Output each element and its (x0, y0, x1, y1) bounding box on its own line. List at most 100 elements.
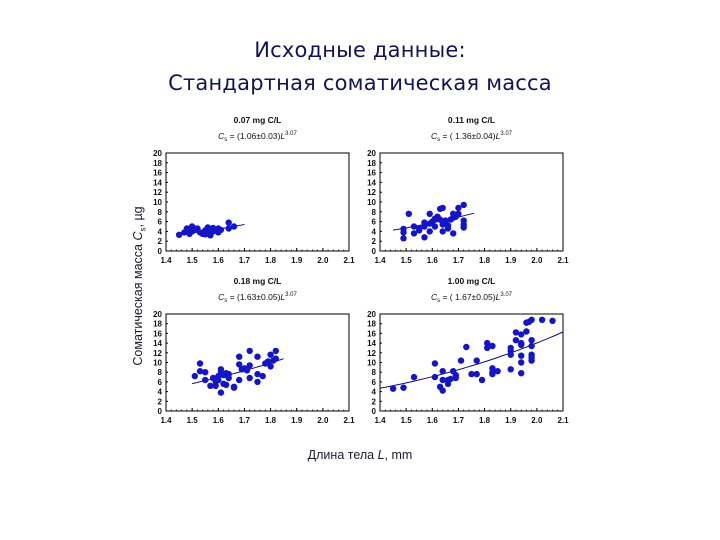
y-tick-label: 0 (372, 247, 377, 256)
x-tick-label: 1.9 (291, 416, 303, 425)
y-tick-label: 6 (158, 218, 163, 227)
x-tick-label: 2.1 (343, 256, 355, 265)
y-tick-label: 8 (158, 368, 163, 377)
y-tick-label: 4 (372, 388, 377, 397)
x-tick-label: 1.5 (187, 416, 199, 425)
y-tick-label: 2 (158, 237, 163, 246)
x-tick-label: 1.8 (479, 256, 491, 265)
y-tick-label: 18 (153, 159, 162, 168)
y-tick-label: 6 (372, 218, 377, 227)
y-tick-label: 4 (158, 227, 163, 236)
data-point (246, 347, 253, 355)
data-point (447, 375, 454, 383)
data-point (457, 357, 465, 364)
y-tick-label: 20 (367, 149, 376, 158)
data-point (243, 367, 251, 374)
page-title-line2: Стандартная соматическая масса (168, 71, 552, 95)
data-point (507, 366, 514, 373)
data-point (523, 328, 530, 335)
data-point (549, 317, 556, 324)
data-point (272, 347, 279, 355)
y-tick-label: 4 (158, 388, 163, 397)
panel-equation: Cs = ( 1.36±0.04)L3.07 (431, 131, 513, 143)
y-tick-label: 20 (153, 149, 162, 158)
y-tick-label: 14 (153, 178, 162, 187)
y-tick-label: 12 (153, 349, 162, 358)
scatter-panel-2: 0.11 mg C/L Cs = ( 1.36±0.04)L3.07 0246810… (367, 115, 569, 265)
data-point (191, 372, 198, 380)
data-point (431, 360, 439, 367)
fit-curve (379, 331, 564, 389)
data-point (452, 371, 459, 379)
data-point (254, 353, 261, 360)
plot-frame (379, 313, 564, 412)
data-point (463, 343, 470, 351)
x-tick-label: 2.1 (343, 416, 355, 425)
x-tick-label: 1.4 (374, 416, 386, 425)
scatter-panel-1: 0.07 mg C/LCs = (1.06±0.03)L3.0702468101… (153, 115, 355, 265)
y-tick-label: 8 (158, 208, 163, 217)
data-point (416, 225, 423, 232)
y-tick-label: 14 (367, 339, 376, 348)
scatter-panel-3: 0.18 mg C/LCs = (1.63±0.05)L3.0702468101… (153, 276, 355, 425)
y-tick-label: 6 (372, 378, 377, 387)
x-tick-label: 1.8 (265, 256, 277, 265)
data-point (455, 204, 462, 212)
data-point (236, 361, 243, 368)
y-tick-label: 18 (153, 320, 162, 329)
x-axis-label: Длина тела L, mm (0, 448, 720, 462)
x-tick-label: 2.0 (531, 416, 543, 425)
data-point (494, 368, 501, 375)
data-point (528, 342, 535, 350)
y-tick-label: 14 (153, 339, 162, 348)
x-tick-label: 1.4 (374, 256, 386, 265)
data-point (421, 219, 428, 226)
data-point (272, 355, 279, 362)
y-tick-label: 10 (153, 198, 162, 207)
data-point (267, 363, 274, 370)
data-point (431, 373, 439, 381)
data-point (225, 219, 232, 226)
data-point (246, 362, 253, 369)
data-point (473, 370, 480, 378)
x-tick-label: 1.5 (401, 256, 413, 265)
x-tick-label: 1.6 (427, 416, 439, 425)
data-point (230, 384, 238, 391)
data-point (484, 339, 491, 347)
x-tick-label: 1.4 (160, 256, 172, 265)
y-tick-label: 2 (372, 397, 377, 406)
data-point (400, 225, 407, 233)
data-point (484, 344, 491, 352)
x-tick-label: 2.0 (317, 416, 329, 425)
data-point (518, 331, 525, 338)
data-point (421, 234, 428, 241)
data-point (460, 224, 467, 231)
plot-frame (165, 152, 350, 252)
y-tick-label: 10 (367, 359, 376, 368)
data-point (528, 337, 535, 344)
x-axis-label-var: L (377, 448, 385, 462)
data-point (230, 223, 238, 230)
data-point (222, 381, 230, 388)
x-axis-label-text: Длина тела (307, 448, 378, 462)
data-point (518, 359, 525, 366)
x-tick-label: 1.5 (401, 416, 413, 425)
y-tick-label: 16 (153, 169, 162, 178)
data-point (489, 370, 496, 378)
plot-frame (379, 152, 564, 252)
y-tick-label: 0 (158, 407, 163, 416)
data-point (254, 370, 261, 378)
panel-title: 1.00 mg C/L (448, 276, 496, 286)
x-tick-label: 1.5 (187, 256, 199, 265)
data-point (426, 210, 433, 217)
data-point (518, 352, 525, 359)
data-point (196, 368, 204, 375)
data-point (426, 228, 433, 235)
y-tick-label: 16 (367, 169, 376, 178)
data-point (444, 380, 452, 387)
page-title-line1: Исходные данные: (254, 38, 466, 62)
data-point (439, 376, 446, 384)
y-tick-label: 20 (367, 310, 376, 319)
x-tick-label: 1.9 (291, 256, 303, 265)
